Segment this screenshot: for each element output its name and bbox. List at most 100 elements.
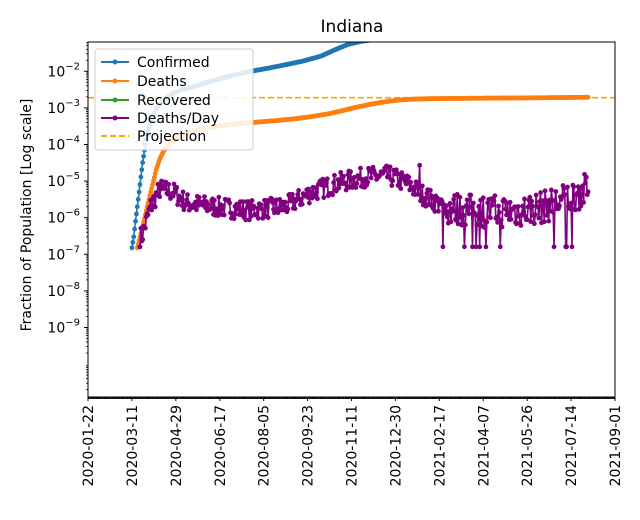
deaths-per-day-point xyxy=(507,199,513,205)
deaths-per-day-point xyxy=(548,187,554,193)
deaths-per-day-point xyxy=(432,209,438,214)
deaths-per-day-point xyxy=(315,196,320,202)
deaths-per-day-point xyxy=(450,208,456,214)
deaths-per-day-point xyxy=(202,194,207,200)
x-tick-label: 2020-04-29 xyxy=(169,405,185,486)
legend-entry-confirmed: Confirmed xyxy=(101,55,210,71)
deaths-per-day-point xyxy=(263,202,269,208)
deaths-per-day-point xyxy=(494,214,500,220)
deaths-per-day-point xyxy=(436,208,441,214)
legend-box xyxy=(94,48,254,151)
legend-marker-deaths-per-day xyxy=(112,115,118,121)
legend-label-projection: Projection xyxy=(137,129,206,145)
x-tick-label: 2020-01-22 xyxy=(81,405,97,486)
deaths-per-day-point xyxy=(265,215,271,221)
deaths-per-day-point xyxy=(444,203,449,209)
y-axis-label: Fraction of Population [Log scale] xyxy=(19,99,35,332)
deaths-per-day-point xyxy=(231,216,237,222)
deaths-per-day-point xyxy=(460,205,466,211)
deaths-per-day-point xyxy=(313,185,319,191)
deaths-per-day-point xyxy=(193,199,198,205)
confirmed-point xyxy=(140,160,146,165)
deaths-per-day-point xyxy=(175,202,181,208)
deaths-per-day-point xyxy=(496,203,501,209)
deaths-per-day-point xyxy=(462,222,468,228)
x-tick-label: 2021-04-07 xyxy=(476,405,492,486)
deaths-per-day-point xyxy=(324,176,330,182)
deaths-per-day-point xyxy=(503,206,509,212)
deaths-per-day-point xyxy=(451,196,457,202)
deaths-per-day-point xyxy=(259,206,265,212)
deaths-per-day-point xyxy=(292,206,298,212)
deaths-per-day-point xyxy=(389,183,395,189)
deaths-per-day-point xyxy=(492,193,498,199)
confirmed-point xyxy=(133,218,138,224)
deaths-per-day-point xyxy=(213,206,219,212)
deaths-per-day-point xyxy=(574,190,580,196)
deaths-per-day-point xyxy=(343,187,349,193)
legend-marker-recovered xyxy=(112,97,118,103)
deaths-per-day-point xyxy=(522,196,527,202)
deaths-per-day-point xyxy=(246,217,252,223)
deaths-per-day-point xyxy=(419,183,425,189)
deaths-per-day-point xyxy=(577,186,583,192)
deaths-per-day-point xyxy=(211,197,217,203)
deaths-per-day-point xyxy=(248,213,254,219)
y-tick-label: 10−8 xyxy=(47,281,80,300)
deaths-per-day-point xyxy=(236,202,241,208)
deaths-per-day-point xyxy=(583,174,589,180)
legend-marker-deaths xyxy=(112,78,118,84)
deaths-per-day-point xyxy=(220,203,226,209)
deaths-per-day-point xyxy=(331,180,336,185)
deaths-per-day-point xyxy=(531,221,537,227)
deaths-point xyxy=(141,219,146,225)
x-tick-label: 2020-08-05 xyxy=(257,405,273,486)
deaths-per-day-point xyxy=(562,192,568,197)
deaths-per-day-point xyxy=(185,192,190,198)
confirmed-point xyxy=(130,239,136,245)
deaths-per-day-point xyxy=(332,172,337,178)
deaths-per-day-point xyxy=(227,200,233,206)
deaths-per-day-point xyxy=(387,164,393,170)
confirmed-point xyxy=(135,196,141,202)
y-axis: 10−9 10−8 10−7 10−6 10−5 10−4 10−3 10−2 xyxy=(47,61,88,336)
x-axis: 2020-01-22 2020-03-11 2020-04-29 2020-06-17… xyxy=(81,397,624,486)
deaths-per-day-point xyxy=(567,206,573,212)
y-tick-label: 10−7 xyxy=(47,244,80,263)
deaths-per-day-point xyxy=(251,203,257,209)
deaths-per-day-point xyxy=(583,180,588,186)
deaths-per-day-point xyxy=(145,212,151,218)
deaths-per-day-point xyxy=(514,221,519,227)
deaths-per-day-point xyxy=(272,210,277,216)
deaths-per-day-point xyxy=(166,181,172,187)
y-tick-label: 10−2 xyxy=(47,61,80,80)
deaths-point xyxy=(147,193,153,199)
y-tick-label: 10−4 xyxy=(47,134,80,153)
legend-entry-deaths: Deaths xyxy=(101,74,187,90)
deaths-per-day-point xyxy=(464,197,470,203)
deaths-per-day-point xyxy=(142,225,148,231)
deaths-per-day-point xyxy=(488,215,493,221)
deaths-per-day-point xyxy=(542,188,548,194)
y-tick-label: 10−5 xyxy=(47,171,80,190)
y-tick-label: 10−9 xyxy=(47,317,80,336)
deaths-per-day-point xyxy=(152,204,158,210)
deaths-per-day-point xyxy=(233,211,239,217)
deaths-per-day-point xyxy=(445,214,450,220)
deaths-per-day-point xyxy=(541,219,547,225)
deaths-per-day-point xyxy=(174,185,180,190)
confirmed-point xyxy=(131,234,137,240)
deaths-per-day-point xyxy=(205,201,211,207)
x-tick-label: 2021-09-01 xyxy=(608,405,624,486)
x-tick-label: 2020-11-11 xyxy=(345,405,361,486)
deaths-per-day-point xyxy=(475,213,481,219)
deaths-per-day-point xyxy=(535,204,541,210)
deaths-per-day-point xyxy=(459,222,465,228)
deaths-per-day-point xyxy=(551,244,557,250)
deaths-per-day-point xyxy=(393,167,399,173)
legend-label-deaths: Deaths xyxy=(137,74,187,90)
deaths-per-day-point xyxy=(505,212,511,218)
deaths-per-day-point xyxy=(532,212,538,218)
deaths-per-day-point xyxy=(306,200,312,206)
